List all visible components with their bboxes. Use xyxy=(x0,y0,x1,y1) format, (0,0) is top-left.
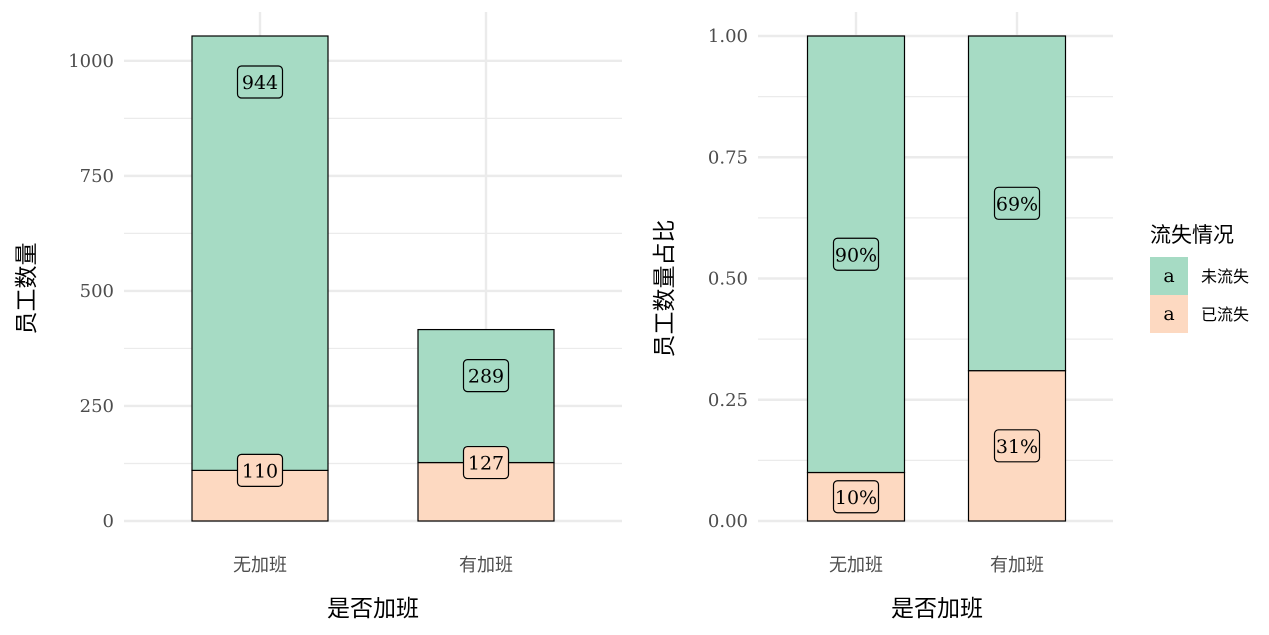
count-data-label-box-attrited xyxy=(236,453,284,487)
share-x-tick-label: 无加班 xyxy=(829,555,883,576)
count-y-tick-label: 0 xyxy=(103,511,114,532)
count-bar-retained xyxy=(417,328,555,464)
share-data-label-box-attrited xyxy=(993,429,1041,463)
count-y-tick-label: 250 xyxy=(80,396,114,417)
count-data-label-box-retained xyxy=(236,65,284,99)
share-x-axis-title: 是否加班 xyxy=(891,596,983,622)
count-data-label-attrited: 127 xyxy=(468,453,504,475)
legend-item-label: 未流失 xyxy=(1201,267,1249,286)
count-y-axis-title: 员工数量 xyxy=(14,243,40,335)
share-data-label-box-retained xyxy=(832,237,880,271)
legend-title: 流失情况 xyxy=(1150,223,1234,247)
share-y-tick-label: 0.75 xyxy=(708,147,748,168)
share-y-axis-title: 员工数量占比 xyxy=(652,220,678,358)
count-data-label-attrited: 110 xyxy=(242,460,278,482)
count-y-tick-label: 500 xyxy=(80,281,114,302)
count-data-label-retained: 289 xyxy=(468,366,504,388)
share-data-label-attrited: 31% xyxy=(996,436,1038,458)
share-y-tick-label: 0.25 xyxy=(708,390,748,411)
count-data-label-box-retained xyxy=(462,358,510,393)
share-data-label-attrited: 10% xyxy=(835,487,877,509)
count-x-axis-title: 是否加班 xyxy=(327,596,419,622)
count-y-tick-label: 750 xyxy=(80,166,114,187)
share-data-label-retained: 90% xyxy=(835,244,877,266)
share-y-tick-label: 0.00 xyxy=(708,511,748,532)
share-y-tick-label: 1.00 xyxy=(708,26,748,47)
count-data-label-retained: 944 xyxy=(242,72,278,94)
legend-key-glyph: a xyxy=(1163,265,1174,287)
count-y-tick-label: 1000 xyxy=(68,51,114,72)
legend-key-glyph: a xyxy=(1163,303,1174,325)
count-x-tick-label: 有加班 xyxy=(459,555,513,576)
count-data-label-box-attrited xyxy=(462,445,510,480)
share-data-label-retained: 69% xyxy=(996,193,1038,215)
share-y-tick-label: 0.50 xyxy=(708,269,748,290)
legend-key-1 xyxy=(1150,295,1188,333)
count-bar-retained xyxy=(191,35,329,471)
share-data-label-box-attrited xyxy=(832,480,880,514)
share-data-label-box-retained xyxy=(993,186,1041,220)
share-x-tick-label: 有加班 xyxy=(990,555,1044,576)
count-x-tick-label: 无加班 xyxy=(233,555,287,576)
legend-key-0 xyxy=(1150,257,1188,295)
legend-item-label: 已流失 xyxy=(1201,305,1249,324)
